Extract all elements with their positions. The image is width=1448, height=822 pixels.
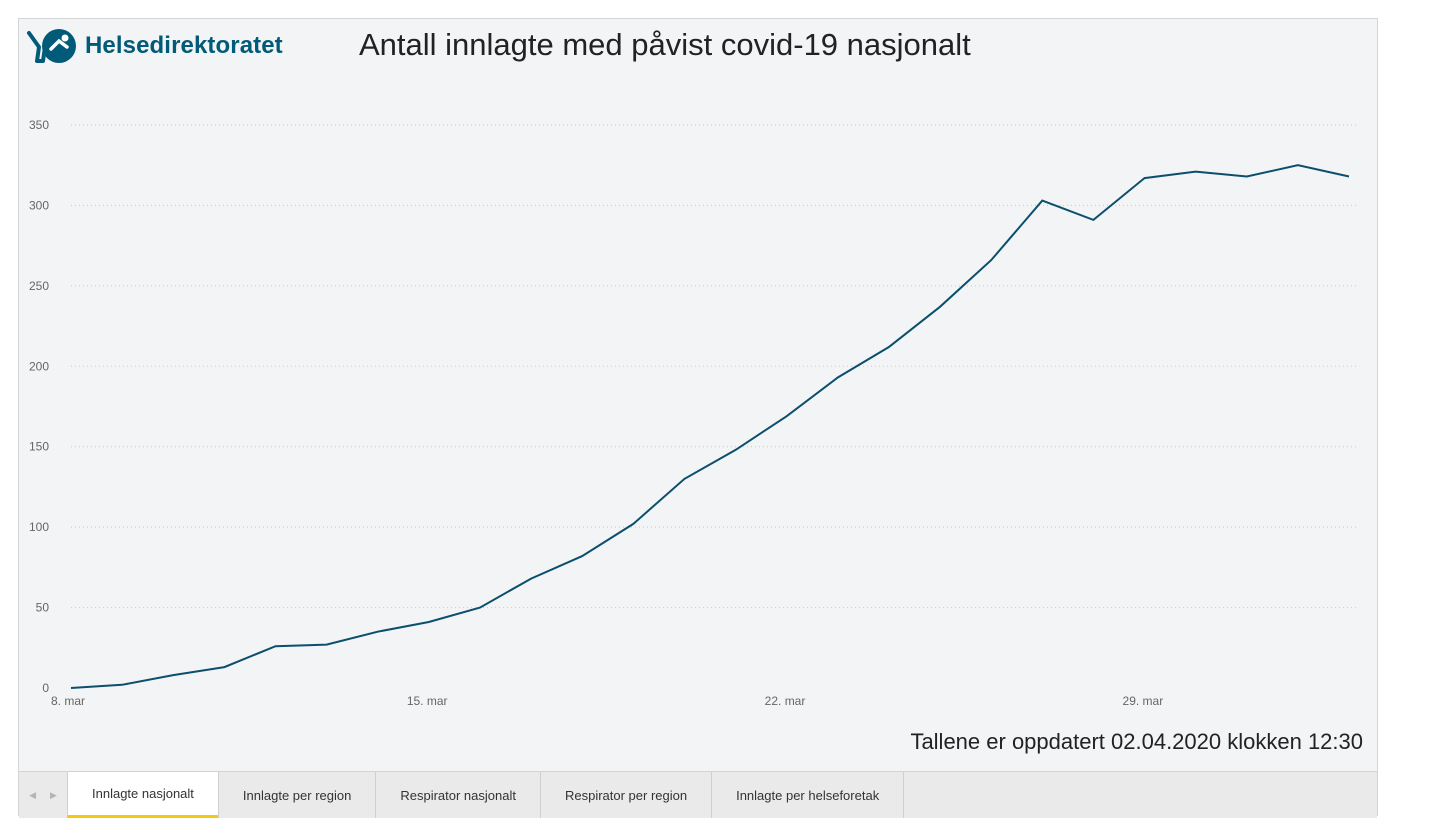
chevron-right-icon[interactable]: ▶ — [50, 789, 57, 800]
brand-logo: Helsedirektoratet — [25, 27, 283, 65]
brand-name: Helsedirektoratet — [85, 32, 283, 59]
y-tick-label: 100 — [29, 520, 49, 534]
y-tick-label: 250 — [29, 279, 49, 293]
tab-innlagte-per-region[interactable]: Innlagte per region — [217, 772, 376, 818]
tab-respirator-per-region[interactable]: Respirator per region — [539, 772, 712, 818]
x-tick-label: 15. mar — [407, 694, 448, 708]
x-axis-ticks: 8. mar 15. mar 22. mar 29. mar — [51, 694, 1163, 708]
page-tab-bar: ◀ ▶ Innlagte nasjonalt Innlagte per regio… — [19, 771, 1377, 818]
tab-respirator-nasjonalt[interactable]: Respirator nasjonalt — [375, 772, 540, 818]
grid-lines — [71, 124, 1359, 609]
x-tick-label: 22. mar — [765, 694, 806, 708]
tab-nav-arrows: ◀ ▶ — [19, 772, 67, 818]
chart-title: Antall innlagte med påvist covid-19 nasj… — [359, 27, 971, 62]
tab-innlagte-per-helseforetak[interactable]: Innlagte per helseforetak — [711, 772, 905, 818]
x-tick-label: 8. mar — [51, 694, 85, 708]
y-tick-label: 200 — [29, 359, 49, 373]
report-canvas: Helsedirektoratet Antall innlagte med på… — [18, 18, 1378, 818]
y-tick-label: 150 — [29, 440, 49, 454]
y-tick-label: 0 — [42, 681, 49, 695]
y-tick-label: 50 — [36, 601, 50, 615]
update-note: Tallene er oppdatert 02.04.2020 klokken … — [910, 729, 1363, 754]
tab-innlagte-nasjonalt[interactable]: Innlagte nasjonalt — [67, 772, 218, 818]
y-tick-label: 350 — [29, 118, 49, 132]
series-line-innlagte — [70, 164, 1350, 689]
x-tick-label: 29. mar — [1123, 694, 1164, 708]
y-axis-ticks: 0 50 100 150 200 250 300 350 — [29, 118, 49, 695]
helsedirektoratet-logo-icon — [27, 29, 76, 63]
chevron-left-icon[interactable]: ◀ — [29, 789, 36, 800]
line-chart: 0 50 100 150 200 250 300 350 8. mar 15. mar 22. m… — [29, 118, 1359, 708]
y-tick-label: 300 — [29, 198, 49, 212]
